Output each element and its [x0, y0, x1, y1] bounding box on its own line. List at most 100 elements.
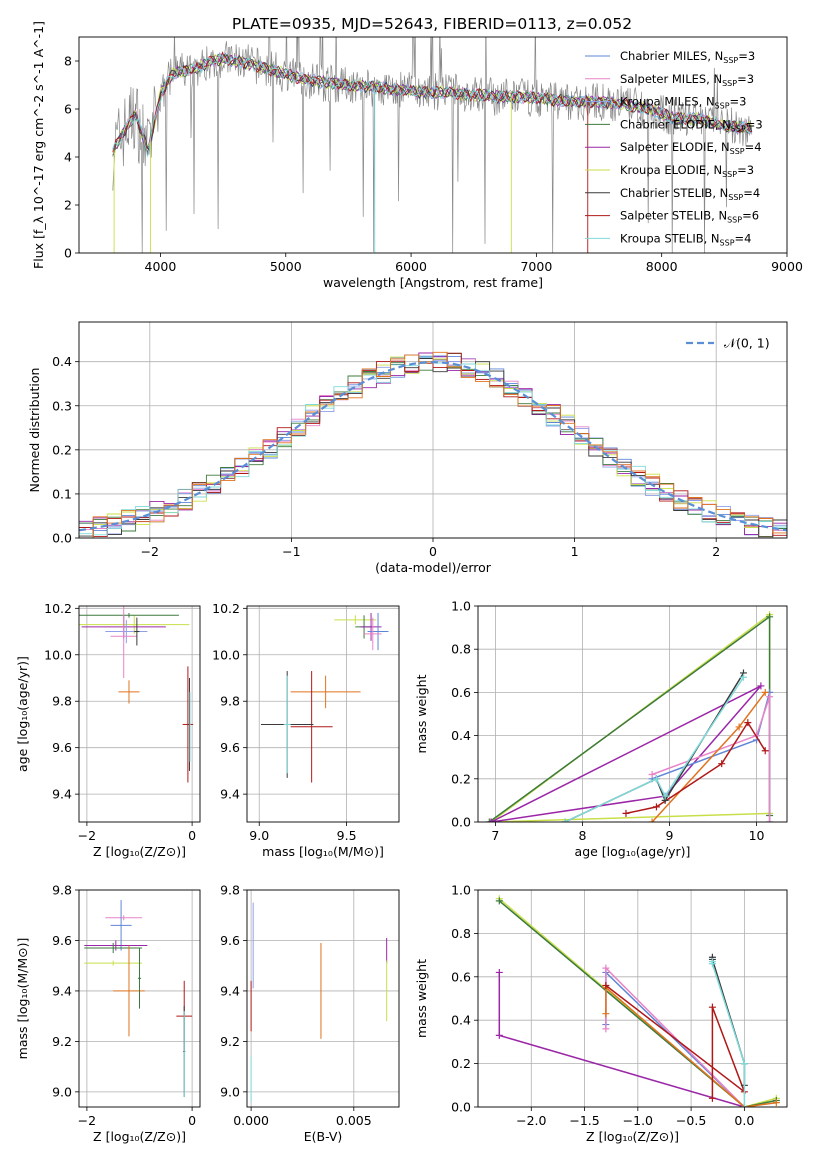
weight-marker — [561, 818, 569, 822]
weight-line — [498, 898, 777, 1107]
tick-label-y: 9.0 — [220, 1084, 240, 1099]
tick-label-x: 9 — [666, 828, 674, 843]
weight-line — [490, 685, 762, 822]
weight-marker — [761, 747, 769, 755]
weight-marker — [485, 818, 493, 822]
y-axis-label: Flux [f_λ 10^-17 erg cm^-2 s^-1 A^-1] — [31, 21, 46, 269]
plot-area — [84, 900, 193, 1097]
panel-spectrum: 4000 5000 6000 7000 8000 9000 0 2 4 6 8 wavelength … — [31, 21, 803, 290]
weight-marker — [602, 964, 610, 972]
weight-marker — [708, 960, 716, 968]
weight-marker — [740, 1103, 748, 1107]
tick-label-y: 10.0 — [44, 647, 72, 662]
tick-label-y: 0.3 — [52, 398, 72, 413]
plot-area — [260, 612, 389, 783]
model-spectrum — [112, 54, 753, 158]
weight-marker — [602, 1010, 610, 1018]
tick-label-y: 9.6 — [220, 933, 240, 948]
tick-label-y: 0.8 — [451, 926, 471, 941]
weight-line — [498, 900, 777, 1107]
tick-label-x: 1 — [571, 544, 579, 559]
tick-label-x: 7000 — [520, 259, 552, 274]
tick-label-y: 8 — [64, 54, 72, 69]
legend-label: Chabrier ELODIE, NSSP=3 — [620, 117, 763, 133]
tick-label-x: 9000 — [771, 259, 803, 274]
figure-title: PLATE=0935, MJD=52643, FIBERID=0113, z=0… — [232, 15, 632, 33]
weight-marker — [495, 968, 503, 976]
plot-area — [485, 611, 774, 822]
tick-label-y: 9.4 — [52, 983, 72, 998]
tick-label-y: 9.2 — [52, 1034, 72, 1049]
model-spectrum — [112, 51, 753, 156]
axes-frame — [477, 605, 788, 823]
panel-mass_vs_EBV: 0.000 0.005 9.0 9.2 9.4 9.6 9.8 E(B-V) — [220, 883, 400, 1144]
tick-label-x: 10 — [749, 828, 765, 843]
tick-label-y: 9.2 — [220, 1034, 240, 1049]
axes-frame — [78, 889, 201, 1108]
tick-label-x: 2 — [712, 544, 720, 559]
weight-marker — [648, 770, 656, 778]
axes-frame — [78, 36, 788, 254]
x-axis-label: (data-model)/error — [375, 560, 492, 575]
tick-label-x: 0 — [429, 544, 437, 559]
tick-label-y: 0 — [64, 246, 72, 261]
y-axis-label: mass [log₁₀(M/M⊙)] — [15, 938, 30, 1060]
tick-label-y: 0.0 — [451, 815, 471, 830]
weight-line — [605, 984, 747, 1099]
tick-label-y: 9.6 — [220, 740, 240, 755]
axes-frame — [246, 605, 400, 823]
weight-marker — [739, 673, 747, 681]
legend-label: Chabrier STELIB, NSSP=4 — [620, 186, 760, 202]
weight-marker — [487, 818, 495, 822]
tick-label-y: 9.8 — [52, 694, 72, 709]
weight-marker — [735, 723, 743, 731]
plot-area — [79, 351, 787, 538]
weight-marker — [766, 613, 774, 621]
y-axis-label: mass weight — [414, 959, 429, 1038]
tick-label-y: 0.8 — [451, 642, 471, 657]
tick-label-x: 0 — [188, 1113, 196, 1128]
panel-age_vs_Z: −2 0 9.4 9.6 9.8 10.0 10.2 Z [log₁₀(Z/Z⊙)] age [… — [15, 601, 201, 859]
plot-area — [495, 895, 780, 1107]
weight-line — [605, 985, 777, 1107]
tick-label-y: 0.6 — [451, 969, 471, 984]
axes-frame — [477, 889, 788, 1108]
tick-label-y: 9.8 — [220, 883, 240, 898]
x-axis-label: wavelength [Angstrom, rest frame] — [323, 275, 543, 290]
panel-histogram: −2 −1 0 1 2 0.0 0.1 0.2 0.3 0.4 (data-model)/error… — [27, 321, 788, 575]
legend-label: Chabrier MILES, NSSP=3 — [620, 49, 755, 65]
histogram-step — [79, 352, 787, 537]
tick-label-y: 0.1 — [52, 486, 72, 501]
weight-marker — [761, 688, 769, 696]
legend-label: Salpeter ELODIE, NSSP=4 — [620, 140, 762, 156]
weight-line — [625, 721, 766, 815]
tick-label-x: 9.5 — [337, 828, 357, 843]
x-axis-label: age [log₁₀(age/yr)] — [575, 844, 691, 859]
weight-line — [564, 676, 745, 822]
tick-label-x: 8 — [578, 828, 586, 843]
tick-label-x: −2 — [78, 1113, 96, 1128]
weight-marker — [652, 803, 660, 811]
tick-label-y: 9.4 — [52, 787, 72, 802]
tick-label-y: 10.2 — [44, 601, 72, 616]
tick-label-y: 9.6 — [52, 933, 72, 948]
tick-label-x: 7 — [491, 828, 499, 843]
histogram-step — [79, 351, 787, 538]
plot-area — [79, 606, 194, 783]
tick-label-x: −1.0 — [623, 1113, 653, 1128]
weight-marker — [757, 682, 765, 690]
tick-label-x: 9.0 — [249, 828, 269, 843]
axes-frame — [78, 605, 201, 823]
tick-label-y: 0.6 — [451, 685, 471, 700]
tick-label-y: 0.0 — [451, 1100, 471, 1115]
tick-label-x: 0.005 — [336, 1113, 372, 1128]
tick-label-y: 0.2 — [451, 1056, 471, 1071]
x-axis-label: Z [log₁₀(Z/Z⊙)] — [93, 844, 186, 859]
y-axis-label: age [log₁₀(age/yr)] — [15, 656, 30, 772]
weight-marker — [652, 775, 660, 783]
legend-label: 𝒩(0, 1) — [724, 336, 770, 351]
tick-label-y: 1.0 — [451, 883, 471, 898]
tick-label-x: −1 — [282, 544, 300, 559]
y-axis-label: mass weight — [414, 674, 429, 753]
